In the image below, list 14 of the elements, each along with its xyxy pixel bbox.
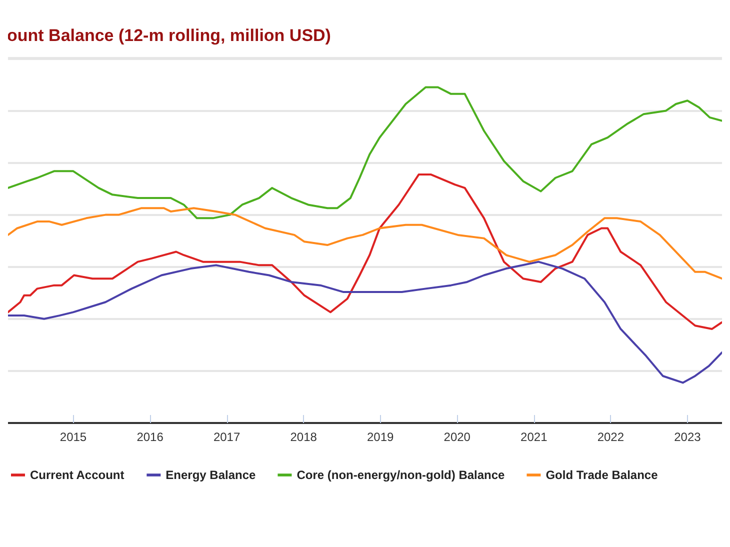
legend-label: Energy Balance [166,468,256,482]
x-tick-label: 2020 [444,430,471,444]
legend-label: Current Account [30,468,124,482]
x-tick-label: 2023 [674,430,702,444]
legend-label: Core (non-energy/non-gold) Balance [296,468,506,482]
chart-title: ount Balance (12-m rolling, million USD) [7,26,331,45]
x-tick-label: 2017 [213,430,240,444]
x-tick-label: 2018 [290,430,318,444]
x-tick-label: 2021 [520,430,548,444]
x-tick-label: 2015 [60,430,87,444]
x-tick-label: 2016 [136,430,164,444]
x-tick-label: 2019 [367,430,394,444]
legend-label: Gold Trade Balance [546,468,658,482]
x-tick-label: 2022 [597,430,624,444]
